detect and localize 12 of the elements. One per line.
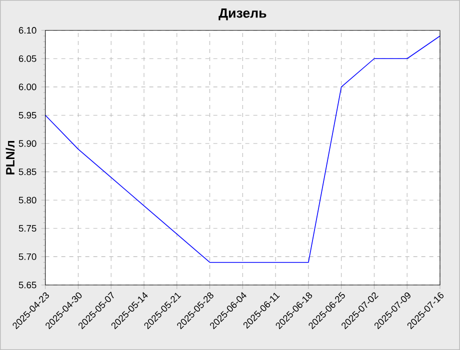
y-tick-label: 5.70	[18, 253, 36, 260]
y-tick-label: 6.05	[18, 55, 36, 62]
y-tick-label: 5.95	[18, 112, 36, 119]
y-tick-label: 6.10	[18, 27, 36, 34]
y-axis-title: PLN/л	[6, 141, 15, 174]
chart-title: Дизель	[218, 8, 266, 20]
y-tick-label: 5.65	[18, 282, 36, 288]
y-tick-label: 5.85	[18, 168, 36, 176]
y-tick-label: 5.75	[18, 225, 36, 232]
y-tick-label: 6.00	[18, 84, 36, 90]
y-tick-label: 5.90	[18, 140, 36, 147]
y-tick-label: 5.80	[18, 196, 36, 204]
